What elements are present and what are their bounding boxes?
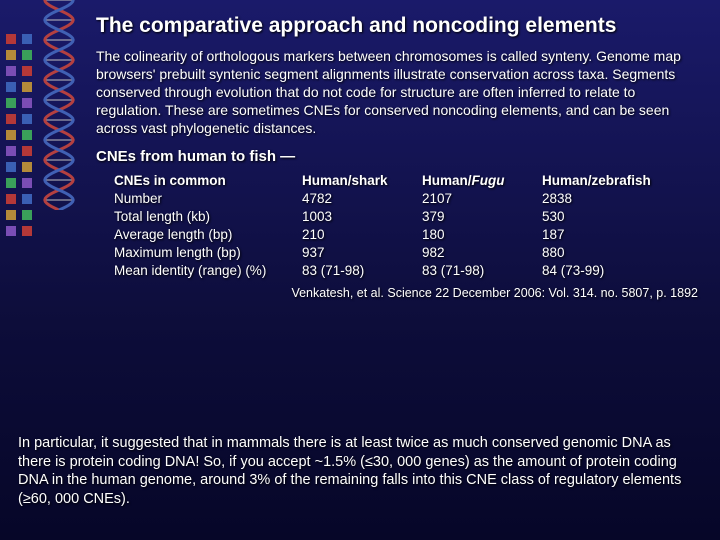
dna-helix-icon bbox=[42, 0, 76, 210]
slide: The comparative approach and noncoding e… bbox=[0, 0, 720, 540]
color-square bbox=[6, 226, 16, 236]
color-square bbox=[22, 226, 32, 236]
color-square bbox=[6, 66, 16, 76]
table-cell: 880 bbox=[542, 245, 682, 260]
color-square bbox=[6, 114, 16, 124]
content-area: The comparative approach and noncoding e… bbox=[96, 14, 704, 300]
color-square bbox=[6, 194, 16, 204]
conclusion-paragraph: In particular, it suggested that in mamm… bbox=[18, 434, 706, 508]
slide-title: The comparative approach and noncoding e… bbox=[96, 14, 704, 38]
table-cell: Average length (bp) bbox=[114, 227, 302, 242]
color-square bbox=[22, 178, 32, 188]
col-header: Human/shark bbox=[302, 173, 422, 188]
col-header-text: Human/ bbox=[422, 173, 472, 188]
color-square bbox=[6, 34, 16, 44]
color-square bbox=[22, 50, 32, 60]
table-cell: 83 (71-98) bbox=[422, 263, 542, 278]
table-cell: 4782 bbox=[302, 191, 422, 206]
color-square bbox=[6, 50, 16, 60]
square-row bbox=[6, 178, 32, 188]
color-squares bbox=[6, 34, 32, 242]
color-square bbox=[6, 146, 16, 156]
table-heading: CNEs from human to fish — bbox=[96, 148, 704, 165]
table-cell: 210 bbox=[302, 227, 422, 242]
table-cell: Mean identity (range) (%) bbox=[114, 263, 302, 278]
table-cell: 2107 bbox=[422, 191, 542, 206]
color-square bbox=[22, 210, 32, 220]
table-cell: 2838 bbox=[542, 191, 682, 206]
color-square bbox=[6, 82, 16, 92]
square-row bbox=[6, 66, 32, 76]
square-row bbox=[6, 34, 32, 44]
color-square bbox=[22, 98, 32, 108]
color-square bbox=[6, 130, 16, 140]
table-cell: Number bbox=[114, 191, 302, 206]
table-cell: Total length (kb) bbox=[114, 209, 302, 224]
color-square bbox=[22, 114, 32, 124]
citation: Venkatesh, et al. Science 22 December 20… bbox=[96, 286, 698, 300]
square-row bbox=[6, 226, 32, 236]
square-row bbox=[6, 50, 32, 60]
table-header-row: CNEs in common Human/shark Human/Fugu Hu… bbox=[114, 173, 704, 188]
color-square bbox=[6, 162, 16, 172]
square-row bbox=[6, 210, 32, 220]
cne-table: CNEs in common Human/shark Human/Fugu Hu… bbox=[114, 173, 704, 278]
table-row: Mean identity (range) (%)83 (71-98)83 (7… bbox=[114, 263, 704, 278]
color-square bbox=[22, 66, 32, 76]
table-cell: Maximum length (bp) bbox=[114, 245, 302, 260]
color-square bbox=[22, 194, 32, 204]
table-row: Total length (kb)1003379530 bbox=[114, 209, 704, 224]
table-row: Average length (bp)210180187 bbox=[114, 227, 704, 242]
table-cell: 982 bbox=[422, 245, 542, 260]
color-square bbox=[6, 210, 16, 220]
color-square bbox=[22, 34, 32, 44]
table-cell: 379 bbox=[422, 209, 542, 224]
color-square bbox=[6, 98, 16, 108]
square-row bbox=[6, 162, 32, 172]
table-body: Number478221072838 Total length (kb)10033… bbox=[114, 191, 704, 278]
table-cell: 180 bbox=[422, 227, 542, 242]
table-row: Maximum length (bp)937982880 bbox=[114, 245, 704, 260]
table-cell: 84 (73-99) bbox=[542, 263, 682, 278]
table-cell: 937 bbox=[302, 245, 422, 260]
color-square bbox=[22, 82, 32, 92]
col-header-italic: Fugu bbox=[472, 173, 505, 188]
table-cell: 83 (71-98) bbox=[302, 263, 422, 278]
table-cell: 187 bbox=[542, 227, 682, 242]
square-row bbox=[6, 194, 32, 204]
square-row bbox=[6, 98, 32, 108]
col-header: CNEs in common bbox=[114, 173, 302, 188]
col-header: Human/zebrafish bbox=[542, 173, 682, 188]
table-row: Number478221072838 bbox=[114, 191, 704, 206]
square-row bbox=[6, 146, 32, 156]
color-square bbox=[22, 162, 32, 172]
col-header: Human/Fugu bbox=[422, 173, 542, 188]
color-square bbox=[6, 178, 16, 188]
square-row bbox=[6, 82, 32, 92]
table-cell: 530 bbox=[542, 209, 682, 224]
square-row bbox=[6, 130, 32, 140]
color-square bbox=[22, 130, 32, 140]
table-cell: 1003 bbox=[302, 209, 422, 224]
intro-paragraph: The colinearity of orthologous markers b… bbox=[96, 48, 704, 138]
square-row bbox=[6, 114, 32, 124]
color-square bbox=[22, 146, 32, 156]
